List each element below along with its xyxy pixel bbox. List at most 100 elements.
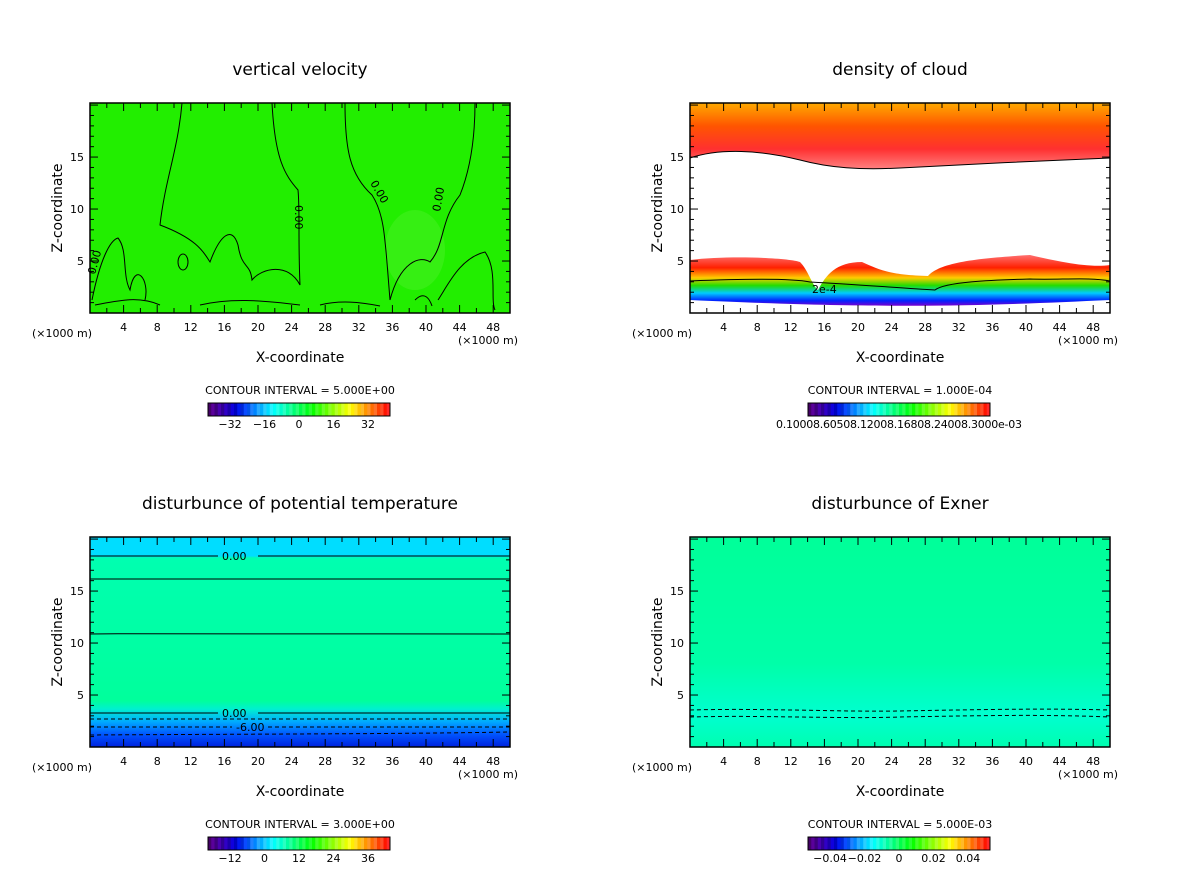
colorbar-swatch bbox=[302, 837, 306, 850]
x-tick-label: 20 bbox=[851, 755, 865, 768]
x-tick-label: 32 bbox=[952, 321, 966, 334]
colorbar-swatch bbox=[876, 837, 880, 850]
y-tick-label: 15 bbox=[70, 585, 84, 598]
colorbar-swatch bbox=[834, 403, 838, 416]
colorbar-swatch bbox=[357, 403, 362, 416]
colorbar-swatch bbox=[256, 837, 261, 850]
colorbar-swatch bbox=[912, 837, 916, 850]
colorbar-swatch bbox=[947, 403, 952, 416]
colorbar-swatch bbox=[282, 403, 287, 416]
colorbar-swatch bbox=[240, 837, 245, 850]
colorbar-swatch bbox=[814, 403, 819, 416]
colorbar-swatch bbox=[837, 403, 841, 416]
x-tick-label: 48 bbox=[1086, 755, 1100, 768]
colorbar-swatch bbox=[328, 837, 332, 850]
colorbar-swatch bbox=[237, 403, 241, 416]
colorbar-swatch bbox=[863, 837, 867, 850]
colorbar-swatch bbox=[224, 403, 228, 416]
colorbar-swatch bbox=[269, 403, 274, 416]
colorbar-swatch bbox=[915, 837, 919, 850]
colorbar-swatch bbox=[286, 403, 290, 416]
colorbar-swatch bbox=[951, 837, 955, 850]
colorbar-swatch bbox=[344, 403, 349, 416]
colorbar-swatch bbox=[850, 403, 854, 416]
colorbar-swatch bbox=[840, 837, 845, 850]
x-tick-label: 8 bbox=[754, 755, 761, 768]
colorbar-swatch bbox=[941, 403, 945, 416]
colorbar-swatch bbox=[214, 403, 219, 416]
lower-cloud-layer bbox=[690, 255, 1110, 306]
colorbar-swatch bbox=[876, 403, 880, 416]
colorbar-swatch bbox=[325, 837, 329, 850]
colorbar-swatch bbox=[321, 837, 326, 850]
colorbar-swatch bbox=[889, 403, 893, 416]
contour-label: 0.00 bbox=[222, 707, 247, 720]
colorbar-swatch bbox=[986, 837, 991, 850]
colorbar-swatch bbox=[931, 837, 936, 850]
x-tick-label: 28 bbox=[918, 321, 932, 334]
y-axis-label: Z-coordinate bbox=[650, 597, 666, 686]
colorbar-swatch bbox=[279, 837, 284, 850]
colorbar-swatch bbox=[912, 403, 916, 416]
colorbar-swatch bbox=[380, 403, 384, 416]
x-tick-label: 28 bbox=[318, 321, 332, 334]
colorbar-swatch bbox=[318, 837, 323, 850]
colorbar-swatch bbox=[938, 837, 942, 850]
colorbar-swatch bbox=[928, 403, 932, 416]
colorbar-swatch bbox=[383, 403, 388, 416]
colorbar-swatch bbox=[386, 837, 391, 850]
colorbar-swatch bbox=[899, 403, 903, 416]
contour-lines bbox=[689, 708, 1111, 719]
colorbar-swatch bbox=[928, 837, 932, 850]
x-tick-label: 48 bbox=[486, 321, 500, 334]
colorbar-swatch bbox=[230, 403, 235, 416]
colorbar-swatch bbox=[364, 403, 368, 416]
colorbar-swatch bbox=[827, 403, 832, 416]
colorbar-tick-label: −0.02 bbox=[848, 852, 882, 865]
x-unit-left: (×1000 m) bbox=[32, 761, 92, 774]
colorbar-swatch bbox=[882, 403, 887, 416]
plot-frame bbox=[89, 102, 511, 314]
colorbar-swatch bbox=[224, 837, 228, 850]
contour-interval: CONTOUR INTERVAL = 5.000E-03 bbox=[808, 818, 992, 831]
x-tick-label: 12 bbox=[784, 755, 798, 768]
colorbar-swatch bbox=[905, 403, 910, 416]
colorbar-swatch bbox=[967, 403, 971, 416]
colorbar: −0.04 −0.02 0 0.02 0.04 bbox=[807, 836, 991, 865]
x-tick-label: 28 bbox=[918, 755, 932, 768]
x-tick-label: 40 bbox=[1019, 755, 1033, 768]
colorbar-swatch bbox=[360, 403, 365, 416]
colorbar-swatch bbox=[386, 403, 391, 416]
colorbar-swatch bbox=[824, 837, 828, 850]
colorbar-swatch bbox=[977, 403, 981, 416]
colorbar-swatch bbox=[847, 837, 851, 850]
colorbar-swatch bbox=[250, 403, 254, 416]
y-tick-label: 10 bbox=[70, 203, 84, 216]
x-tick-label: 36 bbox=[385, 755, 399, 768]
x-tick-label: 20 bbox=[251, 321, 265, 334]
colorbar-swatch bbox=[811, 403, 815, 416]
colorbar-swatch bbox=[367, 837, 371, 850]
colorbar-swatch bbox=[234, 403, 238, 416]
x-tick-label: 32 bbox=[352, 321, 366, 334]
upper-cloud-layer bbox=[690, 103, 1110, 169]
colorbar-swatch bbox=[882, 837, 887, 850]
colorbar-swatch bbox=[902, 403, 906, 416]
colorbar-swatch bbox=[380, 837, 384, 850]
colorbar-swatch bbox=[811, 837, 815, 850]
colorbar-swatch bbox=[918, 403, 923, 416]
colorbar-swatch bbox=[351, 837, 355, 850]
colorbar-swatch bbox=[367, 403, 371, 416]
y-tick-label: 5 bbox=[677, 255, 684, 268]
x-tick-label: 36 bbox=[385, 321, 399, 334]
x-tick-label: 4 bbox=[120, 321, 127, 334]
colorbar-tick-label: 36 bbox=[361, 852, 375, 865]
x-tick-label: 24 bbox=[885, 321, 899, 334]
colorbar-swatch bbox=[357, 837, 362, 850]
colorbar-swatch bbox=[918, 837, 923, 850]
x-tick-label: 16 bbox=[217, 321, 231, 334]
x-unit-right: (×1000 m) bbox=[1058, 768, 1118, 781]
colorbar-swatch bbox=[341, 837, 345, 850]
x-tick-label: 16 bbox=[217, 755, 231, 768]
x-unit-right: (×1000 m) bbox=[458, 768, 518, 781]
